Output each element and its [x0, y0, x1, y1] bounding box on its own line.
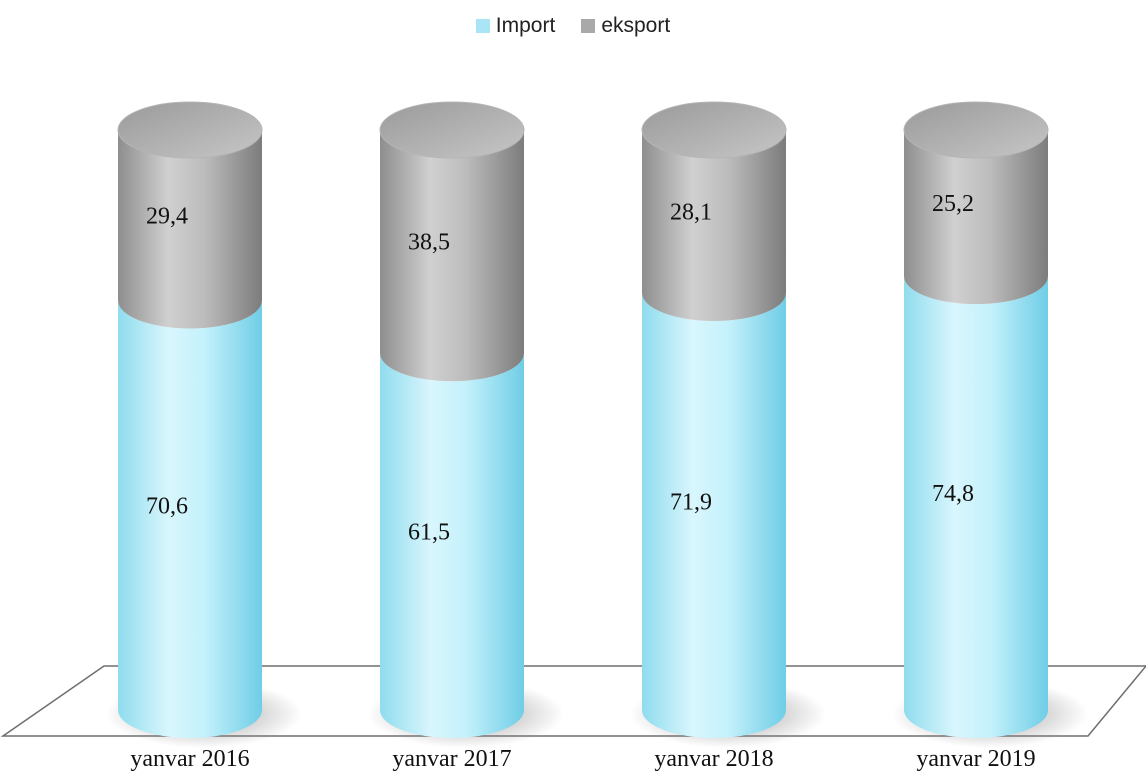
bar-top-cap-0 [117, 101, 263, 159]
data-label-eksport-2: 28,1 [670, 199, 712, 225]
legend-label-eksport: eksport [601, 14, 671, 37]
bar-eksport-3 [904, 130, 1048, 305]
data-label-eksport-0: 29,4 [146, 203, 188, 229]
data-label-eksport-3: 25,2 [932, 191, 974, 217]
legend-swatch-eksport [581, 19, 596, 33]
bar-eksport-1 [380, 130, 524, 382]
bar-eksport-2 [642, 130, 786, 321]
legend: Import eksport [0, 14, 1146, 38]
data-label-import-0: 70,6 [146, 493, 188, 519]
x-tick-label-3: yanvar 2019 [916, 746, 1035, 772]
data-label-import-3: 74,8 [932, 481, 974, 507]
bar-top-cap-3 [903, 101, 1049, 159]
x-tick-label-1: yanvar 2017 [392, 746, 511, 772]
x-tick-label-2: yanvar 2018 [654, 746, 773, 772]
bar-import-0 [118, 300, 262, 738]
bar-import-3 [904, 276, 1048, 738]
data-label-import-1: 61,5 [408, 520, 450, 546]
data-label-eksport-1: 38,5 [408, 230, 450, 256]
legend-item-eksport: eksport [581, 14, 670, 38]
legend-item-import: Import [475, 14, 556, 38]
data-label-import-2: 71,9 [670, 489, 712, 515]
bar-top-cap-1 [379, 101, 525, 159]
bar-eksport-0 [118, 130, 262, 329]
bar-import-1 [380, 353, 524, 738]
legend-label-import: Import [495, 14, 556, 37]
legend-swatch-import [475, 19, 490, 33]
x-tick-label-0: yanvar 2016 [130, 746, 249, 772]
bar-import-2 [642, 292, 786, 738]
bar-top-cap-2 [641, 101, 787, 159]
